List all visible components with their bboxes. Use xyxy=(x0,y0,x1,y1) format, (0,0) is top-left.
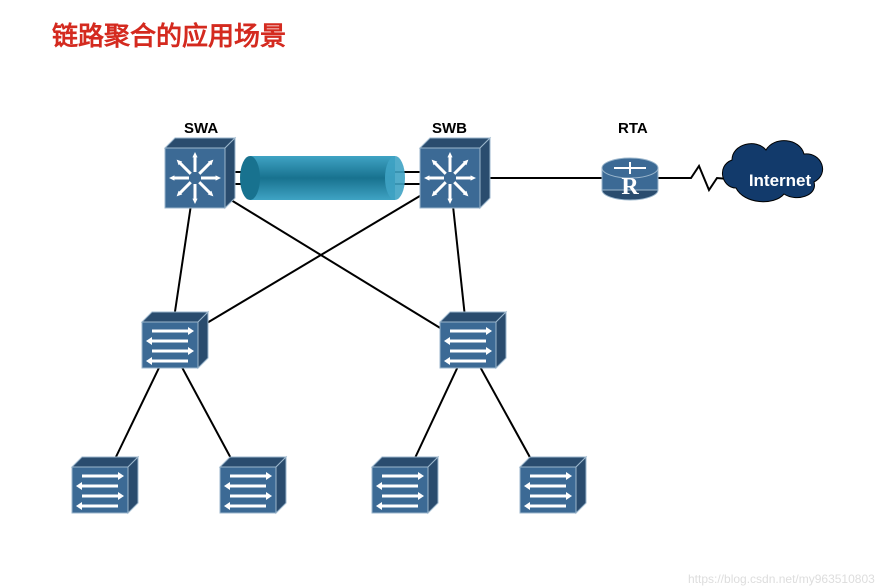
label-swa: SWA xyxy=(184,120,218,137)
watermark: https://blog.csdn.net/my963510803 xyxy=(688,572,875,586)
page-title: 链路聚合的应用场景 xyxy=(52,16,286,53)
label-swb: SWB xyxy=(432,120,467,137)
network-diagram: R Internet xyxy=(0,0,884,588)
svg-text:R: R xyxy=(621,174,639,200)
label-rta: RTA xyxy=(618,120,648,137)
svg-text:Internet: Internet xyxy=(749,171,812,190)
